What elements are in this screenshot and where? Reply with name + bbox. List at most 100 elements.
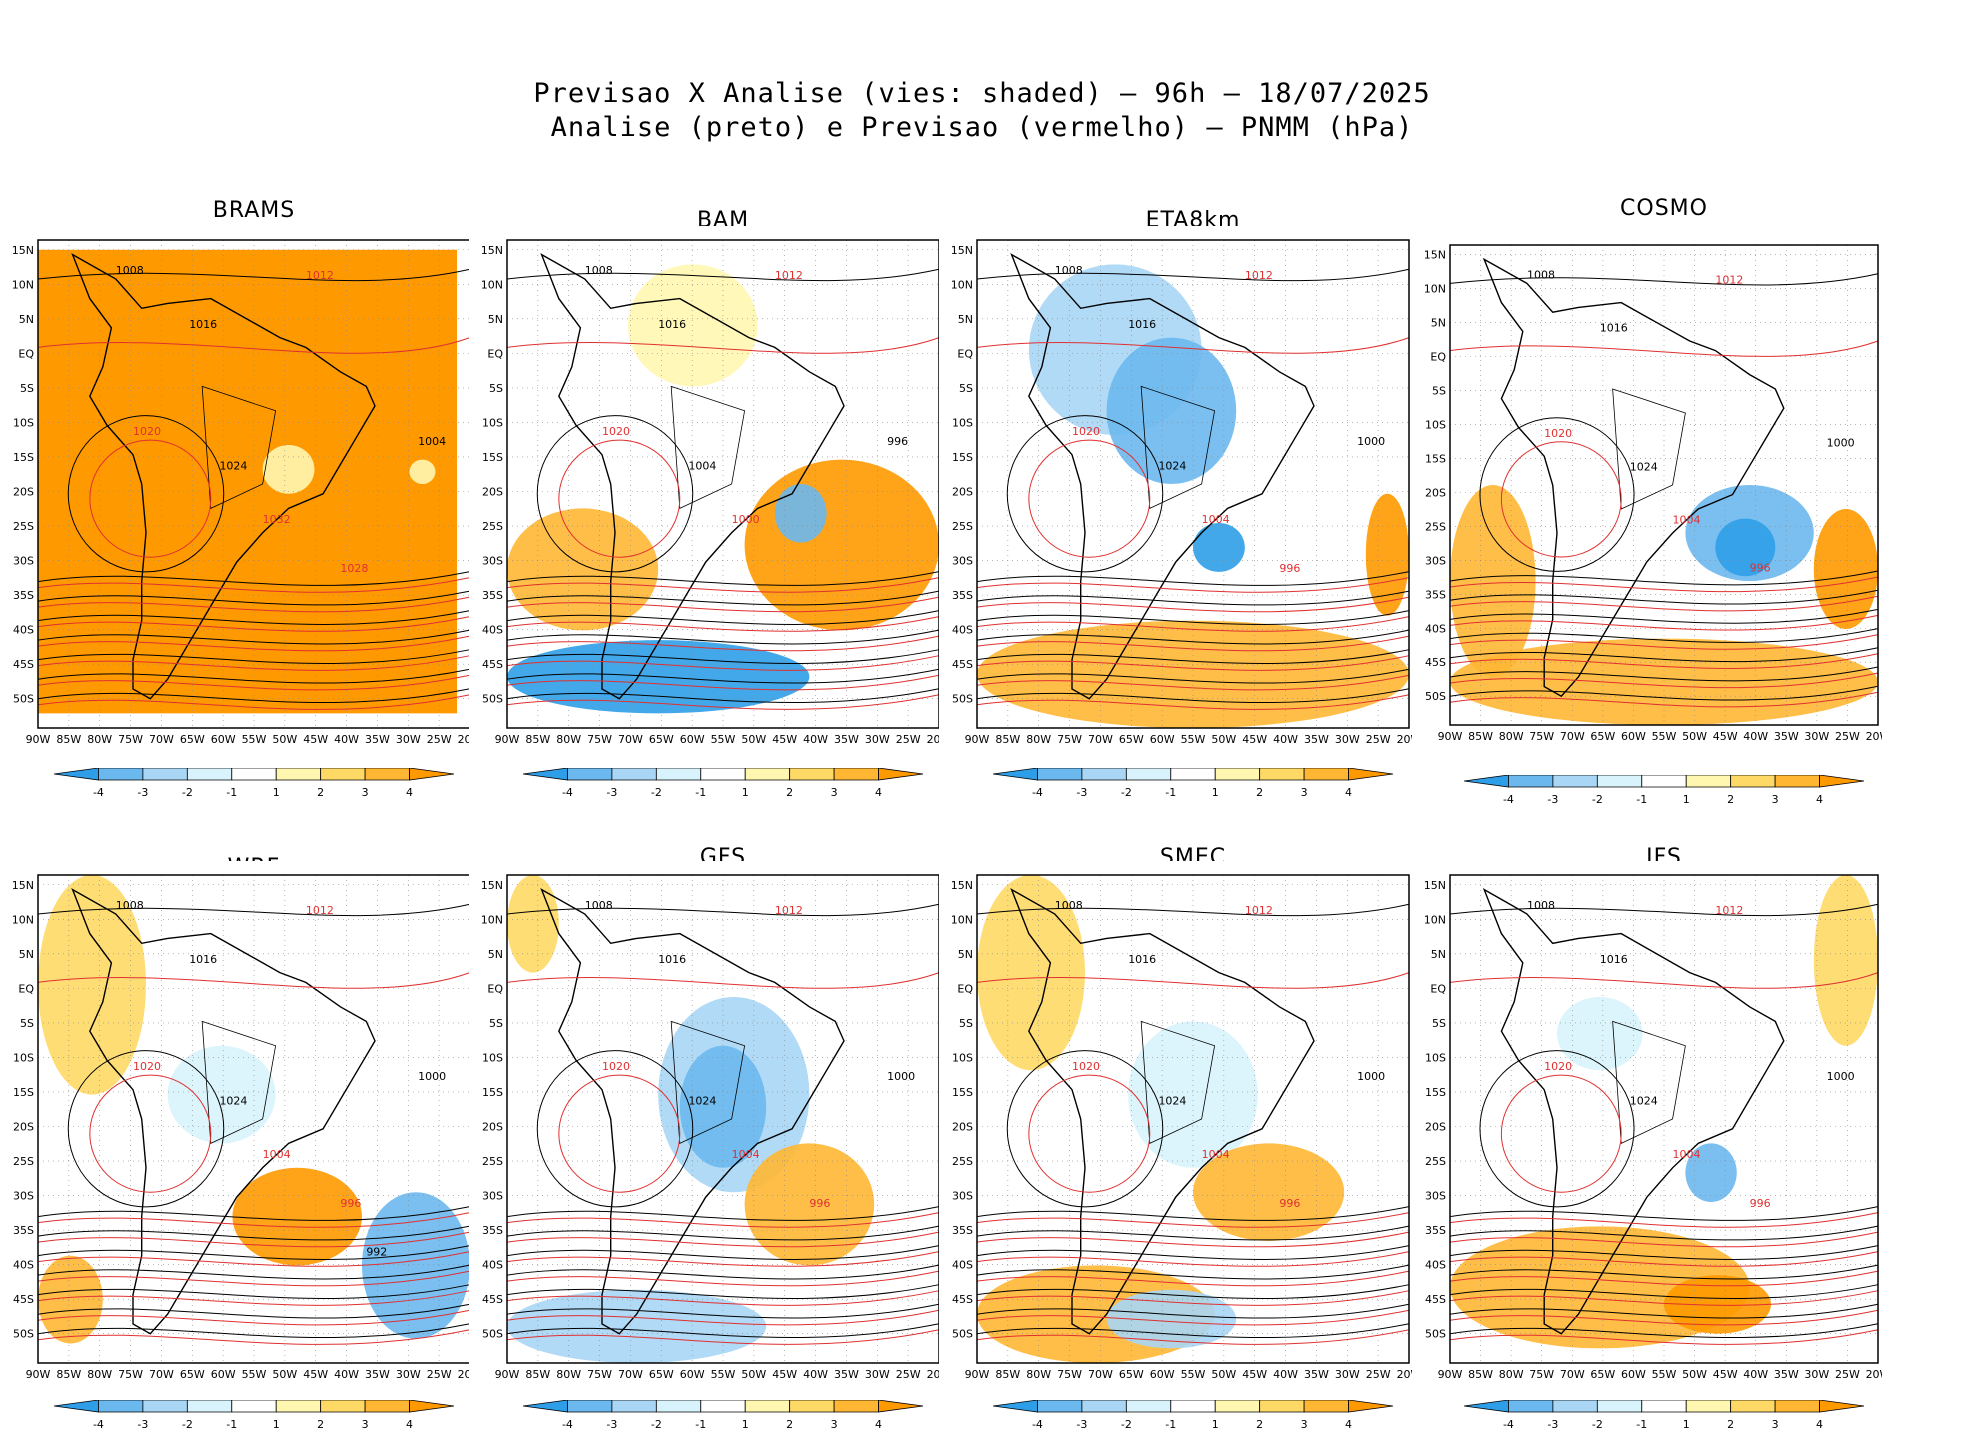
panel-bam-lat-tick: 10N xyxy=(481,278,503,291)
panel-cosmo-contour-label: 1012 xyxy=(1715,273,1743,286)
panel-eta8km-isobar-forecast xyxy=(976,694,1410,710)
panel-bam-colorbar-swatch xyxy=(744,767,791,781)
panel-eta8km-isobar-forecast xyxy=(976,616,1410,632)
panel-smec-lat-tick: 15S xyxy=(952,1086,973,1099)
panel-gfs-lon-tick: 90W xyxy=(495,1368,520,1381)
panel-ifs-colorbar-swatch xyxy=(1819,1399,1865,1413)
panel-wrf-lat-tick: 5S xyxy=(20,1017,34,1030)
panel-eta8km-colorbar-label: 3 xyxy=(1301,786,1308,799)
panel-ifs-lon-tick: 55W xyxy=(1652,1368,1677,1381)
panel-brams-lon-tick: 90W xyxy=(26,733,51,746)
panel-smec-colorbar-swatch xyxy=(1125,1399,1172,1413)
panel-ifs: 1008 1012 1016 1020 1024 1004 1000 996 15N 10N 5N E… xyxy=(1412,861,1882,1385)
panel-eta8km-lat-tick: 30S xyxy=(952,555,973,568)
panel-brams-bias-field xyxy=(38,249,458,714)
panel-brams-lon-tick: 40W xyxy=(334,733,359,746)
panel-ifs-colorbar-label: -3 xyxy=(1547,1418,1558,1431)
panel-bam-bias-patch xyxy=(507,508,659,631)
panel-gfs-colorbar-swatch xyxy=(655,1399,702,1413)
panel-wrf-colorbar-swatch xyxy=(98,1399,144,1413)
panel-wrf-colorbar-label: 3 xyxy=(362,1418,369,1431)
panel-eta8km-lat-tick: 10N xyxy=(951,278,973,291)
panel-smec-lon-tick: 80W xyxy=(1026,1368,1051,1381)
panel-ifs-isobar-forecast xyxy=(1449,1270,1879,1287)
panel-bam-lat-tick: 5S xyxy=(489,382,503,395)
panel-smec-lat-tick: 40S xyxy=(952,1259,973,1272)
panel-cosmo-colorbar-label: -3 xyxy=(1547,793,1558,806)
panel-cosmo-lat-tick: 45S xyxy=(1425,656,1446,669)
panel-wrf-lon-tick: 85W xyxy=(56,1368,81,1381)
panel-cosmo-colorbar: -4 -3 -2 -1 1 2 3 4 xyxy=(1463,774,1874,813)
panel-smec: 1008 1012 1016 1020 1024 1004 1000 996 15N 10N 5N E… xyxy=(939,861,1413,1385)
panel-gfs-isobar-analysis xyxy=(536,1050,694,1208)
panel-brams-contour-label: 1004 xyxy=(418,435,446,448)
panel-bam-lon-tick: 70W xyxy=(618,733,643,746)
panel-cosmo-bias-patch xyxy=(1450,638,1878,725)
panel-smec-lat-tick: 10N xyxy=(951,913,973,926)
panel-ifs-isobar-analysis xyxy=(1449,1264,1879,1280)
panel-eta8km-lon-tick: 40W xyxy=(1273,733,1298,746)
panel-brams-lon-tick: 25W xyxy=(427,733,452,746)
panel-smec-isobar-analysis xyxy=(976,1284,1410,1299)
panel-cosmo-lon-tick: 80W xyxy=(1499,730,1524,743)
panel-cosmo-contour-label: 1008 xyxy=(1527,269,1555,282)
panel-brams-lon-tick: 30W xyxy=(396,733,421,746)
panel-bam-lat-tick: 15S xyxy=(482,451,503,464)
panel-cosmo-lon-tick: 30W xyxy=(1804,730,1829,743)
panel-bam-lat-tick: 5N xyxy=(488,313,503,326)
panel-smec-colorbar-label: 1 xyxy=(1212,1418,1219,1431)
panel-bam-lon-tick: 40W xyxy=(803,733,828,746)
panel-bam-isobar-analysis xyxy=(506,610,940,625)
panel-brams-lon-tick: 45W xyxy=(303,733,328,746)
panel-brams-lon-tick: 75W xyxy=(118,733,143,746)
panel-ifs-isobar-analysis xyxy=(1449,1225,1879,1241)
panel-eta8km-isobar-forecast xyxy=(976,596,1410,613)
panel-cosmo-colorbar-label: -4 xyxy=(1503,793,1514,806)
panel-wrf-isobar-analysis xyxy=(37,903,471,917)
panel-smec-lon-tick: 20W xyxy=(1397,1368,1413,1381)
panel-wrf-colorbar-label: -1 xyxy=(226,1418,237,1431)
panel-gfs-lat-tick: 20S xyxy=(482,1121,503,1134)
panel-ifs-colorbar-label: -1 xyxy=(1636,1418,1647,1431)
panel-brams-lon-tick: 35W xyxy=(365,733,390,746)
panel-wrf-colorbar-swatch xyxy=(364,1399,410,1413)
panel-gfs-isobar-analysis xyxy=(506,1225,940,1241)
panel-gfs-colorbar-label: 4 xyxy=(875,1418,882,1431)
panel-bam-lon-tick: 35W xyxy=(834,733,859,746)
panel-ifs-lat-tick: 45S xyxy=(1425,1293,1446,1306)
panel-wrf-lon-tick: 65W xyxy=(180,1368,205,1381)
panel-eta8km-colorbar-swatch xyxy=(1303,767,1349,781)
panel-smec-contour-label: 996 xyxy=(1279,1197,1300,1210)
panel-brams-colorbar-swatch xyxy=(142,767,188,781)
panel-smec-lat-tick: 25S xyxy=(952,1155,973,1168)
panel-ifs-colorbar-label: 1 xyxy=(1683,1418,1690,1431)
panel-eta8km-colorbar-swatch xyxy=(1259,767,1305,781)
panel-ifs-lon-tick: 80W xyxy=(1499,1368,1524,1381)
panel-cosmo-colorbar-swatch xyxy=(1819,774,1865,788)
panel-eta8km-colorbar-label: 1 xyxy=(1212,786,1219,799)
panel-gfs-isobar-forecast xyxy=(506,1251,940,1267)
panel-bam-contour-label: 1004 xyxy=(688,459,716,472)
panel-eta8km-isobar-analysis xyxy=(1006,415,1164,573)
panel-wrf-contour-label: 1016 xyxy=(189,953,217,966)
panel-wrf-contour-label: 1012 xyxy=(306,904,334,917)
panel-eta8km-lat-tick: 20S xyxy=(952,486,973,499)
panel-gfs-isobar-analysis xyxy=(506,1245,940,1260)
panel-brams-isobar-analysis xyxy=(37,688,471,704)
panel-smec-lon-tick: 30W xyxy=(1335,1368,1360,1381)
panel-brams-colorbar-label: -2 xyxy=(182,786,193,799)
panel-wrf-colorbar-swatch xyxy=(53,1399,99,1413)
panel-eta8km-bias-patch xyxy=(1193,523,1245,572)
panel-cosmo-colorbar-label: -1 xyxy=(1636,793,1647,806)
panel-wrf-bias-patch xyxy=(167,1045,276,1144)
panel-gfs-lon-tick: 80W xyxy=(556,1368,581,1381)
panel-brams-isobar-analysis xyxy=(37,668,471,684)
panel-gfs-lon-tick: 20W xyxy=(927,1368,943,1381)
panel-wrf-colorbar-swatch xyxy=(275,1399,322,1413)
panel-smec-lon-tick: 50W xyxy=(1211,1368,1236,1381)
panel-gfs-contour-label: 996 xyxy=(809,1197,830,1210)
panel-gfs-isobar-analysis xyxy=(506,1323,940,1339)
panel-cosmo-contour-label: 1024 xyxy=(1630,461,1658,474)
panel-wrf-isobar-analysis xyxy=(37,1323,471,1339)
panel-wrf-lat-tick: 30S xyxy=(13,1190,34,1203)
